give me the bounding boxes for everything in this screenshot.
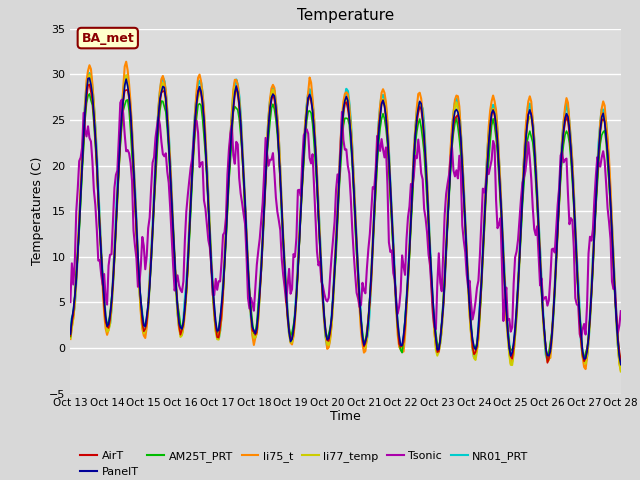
Y-axis label: Temperatures (C): Temperatures (C) [31,157,44,265]
Legend: AirT, PanelT, AM25T_PRT, li75_t, li77_temp, Tsonic, NR01_PRT: AirT, PanelT, AM25T_PRT, li75_t, li77_te… [76,446,533,480]
Title: Temperature: Temperature [297,9,394,24]
Text: BA_met: BA_met [81,32,134,45]
X-axis label: Time: Time [330,410,361,423]
